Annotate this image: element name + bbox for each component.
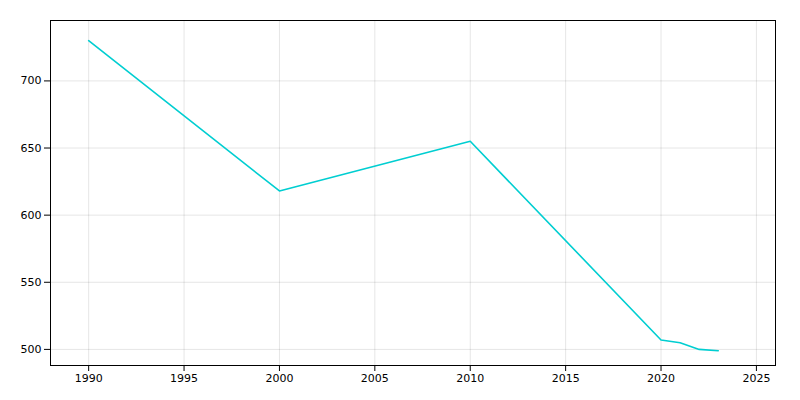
- svg-text:2000: 2000: [265, 372, 293, 385]
- svg-text:700: 700: [21, 74, 42, 87]
- svg-text:600: 600: [21, 209, 42, 222]
- svg-text:500: 500: [21, 343, 42, 356]
- svg-text:550: 550: [21, 276, 42, 289]
- svg-text:2020: 2020: [647, 372, 675, 385]
- svg-text:2025: 2025: [742, 372, 770, 385]
- svg-text:2015: 2015: [552, 372, 580, 385]
- svg-text:2005: 2005: [361, 372, 389, 385]
- svg-text:2010: 2010: [456, 372, 484, 385]
- svg-text:1990: 1990: [75, 372, 103, 385]
- svg-text:650: 650: [21, 142, 42, 155]
- svg-text:1995: 1995: [170, 372, 198, 385]
